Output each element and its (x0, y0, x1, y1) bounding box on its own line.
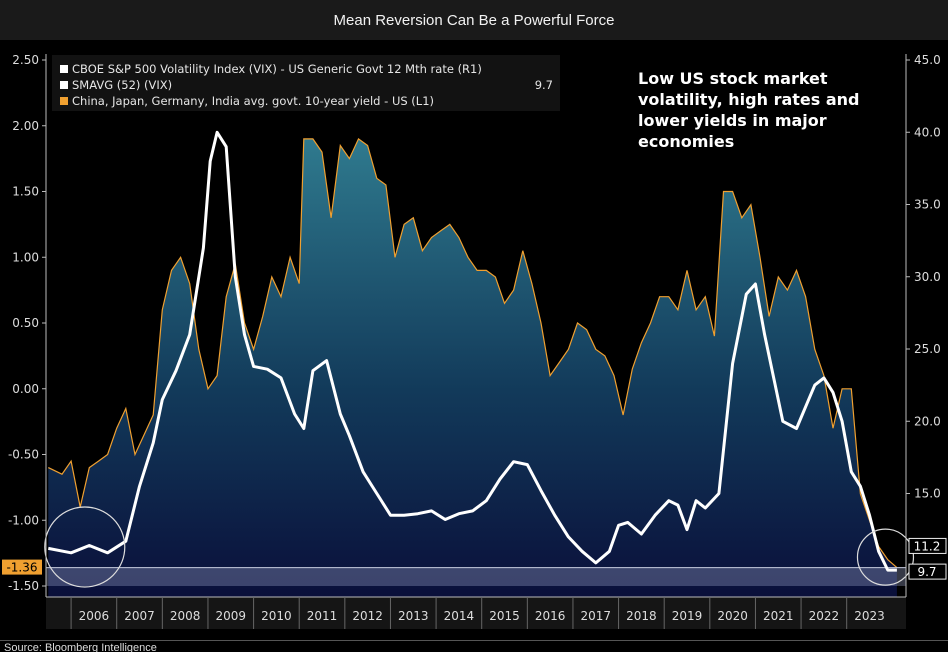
legend-swatch (60, 81, 68, 89)
right-last-value-label: 11.2 (914, 539, 941, 553)
left-tick-label: 2.00 (12, 119, 39, 133)
right-tick-label: 40.0 (914, 125, 941, 139)
x-tick-label: 2017 (580, 609, 611, 623)
left-tick-label: 0.00 (12, 382, 39, 396)
right-tick-label: 20.0 (914, 414, 941, 428)
x-tick-label: 2020 (717, 609, 748, 623)
right-last-value-box (908, 537, 947, 554)
x-tick-label: 2013 (398, 609, 429, 623)
x-tick-label: 2015 (489, 609, 520, 623)
left-tick-label: -0.50 (8, 448, 39, 462)
x-tick-label: 2008 (170, 609, 201, 623)
right-tick-label: 30.0 (914, 270, 941, 284)
yield-spread-line (48, 137, 898, 569)
left-last-value-label: -1.36 (6, 561, 37, 575)
x-tick-label: 2011 (307, 609, 338, 623)
yield-spread-area (48, 138, 897, 597)
x-tick-label: 2014 (444, 609, 475, 623)
right-tick-label: 25.0 (914, 342, 941, 356)
right-tick-label: 35.0 (914, 198, 941, 212)
chart-annotation: Low US stock market volatility, high rate… (638, 69, 860, 151)
left-tick-label: 2.50 (12, 53, 39, 67)
latest-level-band (46, 567, 906, 586)
x-tick-label: 2016 (535, 609, 566, 623)
x-tick-label: 2021 (763, 609, 794, 623)
x-tick-label: 2022 (809, 609, 840, 623)
chart-title: Mean Reversion Can Be a Powerful Force (0, 0, 948, 40)
annotation-line: lower yields in major (638, 111, 827, 130)
left-tick-label: 0.50 (12, 316, 39, 330)
x-tick-label: 2009 (216, 609, 247, 623)
annotation-line: volatility, high rates and (638, 90, 860, 109)
legend-swatch (60, 97, 68, 105)
chart-svg: 2.50 2.00 1.50 1.00 0.50 0.00 -0.50 -1.00 -1.50 4… (0, 48, 948, 640)
right-tick-label: 45.0 (914, 53, 941, 67)
legend-swatch (60, 65, 68, 73)
legend-label: China, Japan, Germany, India avg. govt. … (72, 94, 434, 108)
left-tick-label: 1.00 (12, 250, 39, 264)
legend-box (52, 55, 560, 111)
legend-last-value: 9.7 (535, 78, 553, 92)
legend-label: SMAVG (52) (VIX) (72, 78, 172, 92)
x-axis-band (46, 597, 906, 629)
x-tick-label: 2019 (672, 609, 703, 623)
x-tick-label: 2018 (626, 609, 657, 623)
left-tick-label: 1.50 (12, 185, 39, 199)
right-last-value-box (908, 563, 947, 580)
right-tick-label: 15.0 (914, 487, 941, 501)
legend: CBOE S&P 500 Volatility Index (VIX) - US… (52, 55, 560, 111)
x-tick-label: 2023 (854, 609, 885, 623)
x-tick-label: 2006 (79, 609, 110, 623)
x-tick-label: 2012 (352, 609, 383, 623)
vix-smavg-line (48, 130, 897, 572)
annotation-line: economies (638, 132, 734, 151)
left-tick-label: -1.50 (8, 579, 39, 593)
right-last-value-label: 9.7 (917, 565, 936, 579)
left-last-value-box (2, 559, 42, 575)
legend-label: CBOE S&P 500 Volatility Index (VIX) - US… (72, 62, 482, 76)
highlight-circle-2023 (856, 528, 915, 586)
left-tick-label: -1.00 (8, 513, 39, 527)
annotation-line: Low US stock market (638, 69, 828, 88)
x-tick-label: 2010 (261, 609, 292, 623)
x-tick-label: 2007 (124, 609, 155, 623)
chart-source: Source: Bloomberg Intelligence (0, 640, 948, 652)
highlight-circle-2006 (44, 506, 126, 588)
